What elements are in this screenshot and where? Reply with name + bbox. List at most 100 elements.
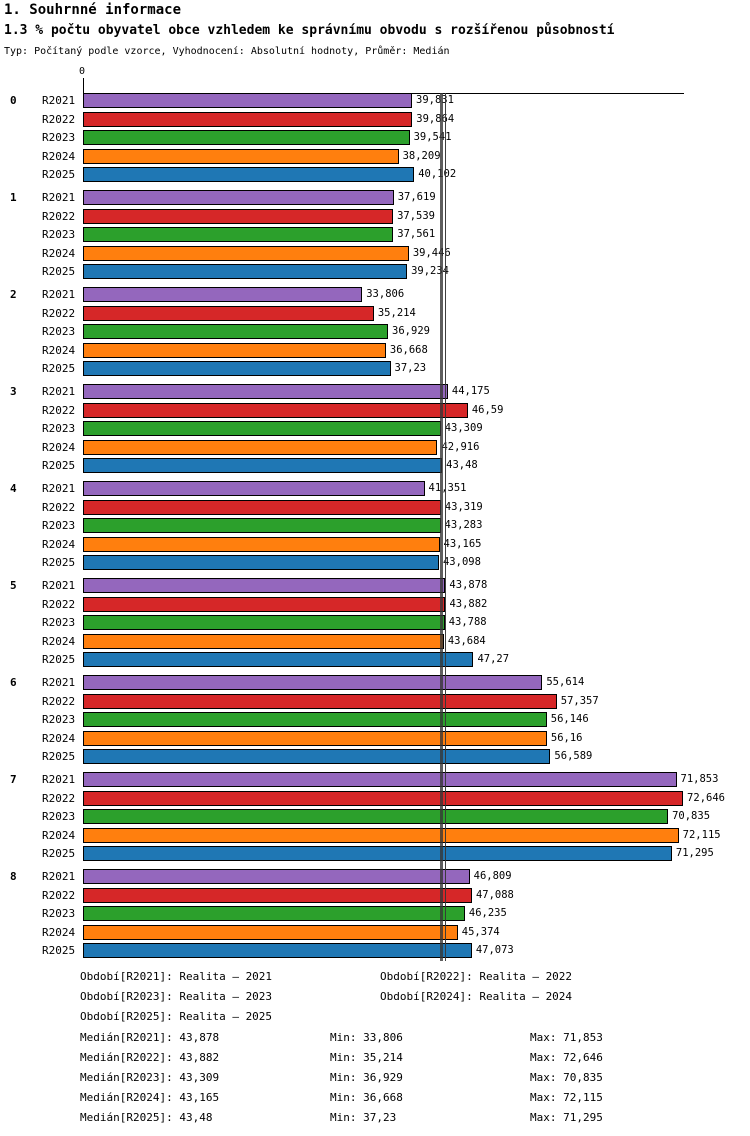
bar-value-label: 36,668 bbox=[389, 343, 428, 356]
bar-r2024-group-0 bbox=[83, 148, 399, 164]
stat-median: Medián[R2021]: 43,878 bbox=[80, 1031, 220, 1044]
median-line-r2023 bbox=[440, 93, 442, 961]
bar-r2023-group-3 bbox=[83, 421, 441, 437]
stat-max: Max: 70,835 bbox=[530, 1071, 603, 1084]
bar-r2023-group-6 bbox=[83, 712, 547, 728]
series-label-r2021: R2021 bbox=[42, 773, 76, 786]
group-label-7: 7 bbox=[10, 773, 17, 786]
bar-r2021-group-3 bbox=[83, 384, 448, 399]
series-label-r2022: R2022 bbox=[42, 791, 76, 805]
stat-min: Min: 36,929 bbox=[330, 1071, 403, 1084]
series-label-r2024: R2024 bbox=[42, 149, 76, 163]
bar-r2022-group-0 bbox=[83, 111, 413, 127]
group-label-4: 4 bbox=[10, 482, 17, 495]
bar-value-label: 70,835 bbox=[672, 810, 711, 823]
series-label-r2022: R2022 bbox=[42, 209, 76, 223]
series-label-r2023: R2023 bbox=[42, 616, 76, 630]
bar-r2024-group-6 bbox=[83, 730, 547, 746]
page-title: 1. Souhrnné informace bbox=[4, 2, 182, 18]
legend-period-label: Období[R2024]: Realita – 2024 bbox=[380, 990, 573, 1003]
bar-value-label: 57,357 bbox=[560, 694, 599, 707]
bar-value-label: 43,165 bbox=[443, 537, 482, 550]
bar-r2024-group-3 bbox=[83, 439, 438, 455]
bar-r2023-group-8 bbox=[83, 906, 465, 922]
bar-r2024-group-1 bbox=[83, 245, 409, 261]
bar-value-label: 43,283 bbox=[444, 519, 483, 532]
series-label-r2021: R2021 bbox=[42, 579, 76, 592]
series-label-r2025: R2025 bbox=[42, 168, 76, 182]
bar-r2022-group-5 bbox=[83, 596, 446, 612]
bar-r2021-group-2 bbox=[83, 287, 363, 302]
bar-value-label: 55,614 bbox=[546, 676, 585, 688]
bar-value-label: 35,214 bbox=[377, 306, 416, 319]
group-label-6: 6 bbox=[10, 676, 17, 689]
stat-min: Min: 35,214 bbox=[330, 1051, 403, 1064]
stat-min: Min: 36,668 bbox=[330, 1091, 403, 1104]
series-label-r2025: R2025 bbox=[42, 944, 76, 958]
bar-value-label: 71,853 bbox=[680, 773, 719, 785]
bar-value-label: 39,864 bbox=[416, 112, 455, 125]
series-label-r2024: R2024 bbox=[42, 246, 76, 260]
series-label-r2022: R2022 bbox=[42, 306, 76, 320]
bar-value-label: 37,539 bbox=[397, 209, 435, 222]
bar-value-label: 39,234 bbox=[411, 265, 449, 278]
bar-r2023-group-7 bbox=[83, 809, 669, 825]
bar-r2022-group-3 bbox=[83, 402, 468, 418]
bar-r2022-group-2 bbox=[83, 305, 374, 321]
bar-value-label: 43,882 bbox=[449, 597, 488, 610]
bar-r2021-group-0 bbox=[83, 93, 412, 108]
bar-r2023-group-4 bbox=[83, 518, 441, 534]
series-label-r2024: R2024 bbox=[42, 828, 76, 842]
bar-r2022-group-6 bbox=[83, 693, 557, 709]
series-label-r2023: R2023 bbox=[42, 810, 76, 824]
series-label-r2024: R2024 bbox=[42, 537, 76, 551]
bar-r2022-group-8 bbox=[83, 887, 472, 903]
stat-max: Max: 72,115 bbox=[530, 1091, 603, 1104]
bar-r2025-group-7 bbox=[83, 846, 672, 862]
series-label-r2021: R2021 bbox=[42, 870, 76, 883]
group-label-8: 8 bbox=[10, 870, 17, 883]
series-label-r2021: R2021 bbox=[42, 482, 76, 495]
bar-r2023-group-0 bbox=[83, 130, 410, 146]
legend-period-label: Období[R2021]: Realita – 2021 bbox=[80, 970, 273, 983]
chart-title: 1.3 % počtu obyvatel obce vzhledem ke sp… bbox=[4, 23, 615, 38]
series-label-r2024: R2024 bbox=[42, 440, 76, 454]
bar-value-label: 44,175 bbox=[451, 385, 490, 397]
legend: Období[R2021]: Realita – 2021 Období[R202… bbox=[80, 971, 730, 1123]
bar-value-label: 71,295 bbox=[675, 847, 714, 860]
stat-min: Min: 37,23 bbox=[330, 1111, 397, 1124]
bar-r2025-group-3 bbox=[83, 458, 443, 474]
series-label-r2022: R2022 bbox=[42, 112, 76, 126]
group-label-0: 0 bbox=[10, 94, 17, 107]
bar-r2022-group-4 bbox=[83, 499, 441, 515]
stat-max: Max: 72,646 bbox=[530, 1051, 603, 1064]
bar-value-label: 47,073 bbox=[475, 944, 514, 957]
legend-periods: Období[R2021]: Realita – 2021 Období[R202… bbox=[80, 971, 730, 1022]
series-label-r2023: R2023 bbox=[42, 422, 76, 436]
series-label-r2022: R2022 bbox=[42, 888, 76, 902]
bar-value-label: 37,561 bbox=[397, 228, 436, 241]
bar-value-label: 45,374 bbox=[461, 925, 500, 938]
bar-value-label: 46,809 bbox=[473, 870, 512, 882]
series-label-r2024: R2024 bbox=[42, 343, 76, 357]
bar-value-label: 37,23 bbox=[394, 362, 427, 375]
bar-r2025-group-0 bbox=[83, 167, 415, 183]
bar-r2025-group-4 bbox=[83, 555, 439, 571]
bar-r2021-group-5 bbox=[83, 578, 446, 593]
bar-value-label: 33,806 bbox=[366, 288, 405, 300]
series-label-r2025: R2025 bbox=[42, 653, 76, 667]
series-label-r2022: R2022 bbox=[42, 500, 76, 514]
bar-value-label: 43,098 bbox=[442, 556, 481, 569]
group-label-3: 3 bbox=[10, 385, 17, 398]
bar-r2023-group-1 bbox=[83, 227, 394, 243]
bar-value-label: 43,319 bbox=[444, 500, 483, 513]
bar-value-label: 42,916 bbox=[441, 440, 480, 453]
bar-value-label: 72,646 bbox=[687, 791, 725, 804]
legend-period-label: Období[R2023]: Realita – 2023 bbox=[80, 990, 273, 1003]
bar-r2021-group-8 bbox=[83, 869, 470, 884]
bar-r2021-group-6 bbox=[83, 675, 543, 690]
chart-meta: Typ: Počítaný podle vzorce, Vyhodnocení:… bbox=[4, 46, 450, 57]
stat-max: Max: 71,853 bbox=[530, 1031, 603, 1044]
stat-min: Min: 33,806 bbox=[330, 1031, 403, 1044]
bar-value-label: 43,788 bbox=[448, 616, 487, 629]
